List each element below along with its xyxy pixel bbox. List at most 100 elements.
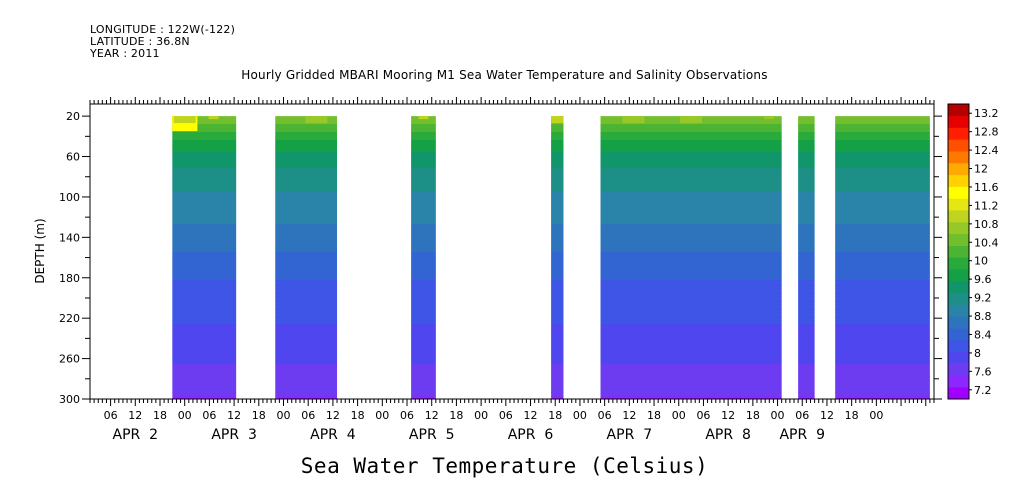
heat-cell <box>835 392 930 397</box>
x-hour-label: 00 <box>771 409 785 422</box>
heat-cell <box>275 384 338 389</box>
heat-cell <box>551 200 564 205</box>
heat-cell <box>551 284 564 289</box>
heat-cell <box>600 276 782 281</box>
heat-cell <box>798 328 815 333</box>
heat-cell <box>798 312 815 317</box>
x-hour-label: 12 <box>622 409 636 422</box>
heat-cell <box>835 296 930 301</box>
heat-cell <box>411 344 436 349</box>
heat-cell <box>411 196 436 201</box>
heat-cell <box>835 332 930 337</box>
x-hour-label: 00 <box>573 409 587 422</box>
heat-cell <box>275 380 338 385</box>
heat-cell <box>835 208 930 213</box>
heat-cell <box>835 356 930 361</box>
heat-cell <box>600 312 782 317</box>
heat-cell <box>798 244 815 249</box>
heat-cell <box>798 260 815 265</box>
heat-cell <box>835 336 930 341</box>
heat-cell <box>798 376 815 381</box>
heat-cell <box>172 172 237 177</box>
heat-cell <box>275 248 338 253</box>
heat-cell <box>411 160 436 165</box>
colorbar-swatch <box>948 151 969 164</box>
heat-cell <box>798 280 815 285</box>
heat-cell <box>172 372 237 377</box>
heat-cell <box>411 120 436 125</box>
heat-cell <box>411 396 436 399</box>
colorbar-swatch <box>948 198 969 211</box>
heat-cell <box>835 264 930 269</box>
heat-cell <box>411 264 436 269</box>
heat-cell <box>551 168 564 173</box>
colorbar-label: 9.2 <box>974 292 992 305</box>
heat-cell <box>275 240 338 245</box>
heat-cell <box>600 236 782 241</box>
heat-cell <box>551 252 564 257</box>
heat-cell <box>172 196 237 201</box>
heat-cell <box>798 288 815 293</box>
heat-cell <box>798 236 815 241</box>
heat-cell <box>551 332 564 337</box>
heat-cell <box>551 148 564 153</box>
heat-cell <box>411 256 436 261</box>
colorbar-swatch <box>948 245 969 258</box>
heat-cell <box>411 124 436 129</box>
heat-cell <box>411 220 436 225</box>
heat-cell <box>798 120 815 125</box>
colorbar-swatch <box>948 328 969 341</box>
heat-cell <box>411 284 436 289</box>
heat-cell <box>551 180 564 185</box>
heat-cell <box>835 212 930 217</box>
heat-cell <box>835 152 930 157</box>
heat-cell <box>798 168 815 173</box>
heat-cell <box>835 168 930 173</box>
heat-cell <box>551 132 564 137</box>
heat-cell <box>172 144 237 149</box>
heat-cell <box>411 292 436 297</box>
heat-cell <box>551 184 564 189</box>
heat-cell <box>798 292 815 297</box>
heat-cell <box>551 372 564 377</box>
heat-cell <box>411 316 436 321</box>
heat-cell <box>600 216 782 221</box>
y-tick-label: 20 <box>66 110 80 123</box>
heat-cell <box>600 204 782 209</box>
x-hour-label: 06 <box>104 409 118 422</box>
heat-cell <box>835 284 930 289</box>
heat-cell <box>411 384 436 389</box>
heat-cell <box>275 184 338 189</box>
heat-cell <box>172 268 237 273</box>
heat-cell <box>172 256 237 261</box>
heat-cell <box>600 304 782 309</box>
heat-cell <box>411 380 436 385</box>
heat-cell <box>835 260 930 265</box>
heat-cell <box>798 160 815 165</box>
heat-cell <box>275 296 338 301</box>
heat-cell <box>798 392 815 397</box>
heat-cell <box>798 212 815 217</box>
heat-cell <box>172 164 237 169</box>
heat-cell <box>172 384 237 389</box>
chart-title: Hourly Gridded MBARI Mooring M1 Sea Wate… <box>241 68 768 82</box>
heat-cell <box>172 124 237 129</box>
colorbar-swatch <box>948 387 969 400</box>
heat-cell <box>798 300 815 305</box>
heat-cell <box>275 204 338 209</box>
heat-cell <box>551 256 564 261</box>
heat-cell <box>835 136 930 141</box>
heat-cell <box>172 376 237 381</box>
heat-cell <box>835 124 930 129</box>
heat-cell <box>275 172 338 177</box>
colorbar-swatch <box>948 351 969 364</box>
heat-cell <box>172 200 237 205</box>
heat-cell <box>551 144 564 149</box>
x-day-label: APR 4 <box>310 427 356 443</box>
x-hour-label: 00 <box>869 409 883 422</box>
colorbar-swatch <box>948 186 969 199</box>
heat-cell <box>411 172 436 177</box>
heat-cell <box>172 276 237 281</box>
heat-cell <box>275 160 338 165</box>
heat-cell <box>600 252 782 257</box>
